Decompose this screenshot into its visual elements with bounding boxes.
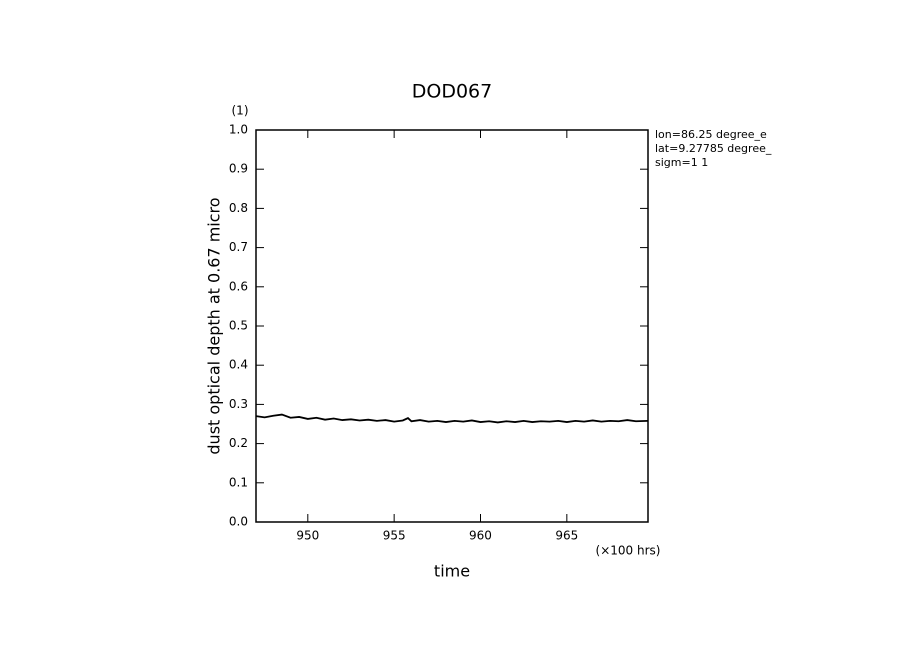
chart-title: DOD067: [412, 81, 492, 103]
x-tick-label: 960: [469, 529, 492, 543]
y-unit: (1): [232, 104, 249, 118]
y-tick-label: 0.1: [229, 475, 248, 489]
x-tick-label: 965: [555, 529, 578, 543]
y-tick-label: 1.0: [229, 123, 248, 137]
y-tick-label: 0.7: [229, 240, 248, 254]
y-tick-label: 0.4: [229, 358, 248, 372]
y-tick-label: 0.9: [229, 162, 248, 176]
y-tick-label: 0.6: [229, 279, 248, 293]
annotation: lon=86.25 degree_e: [655, 128, 767, 141]
x-axis-label: time: [434, 562, 470, 581]
x-unit: (×100 hrs): [596, 544, 661, 558]
y-tick-label: 0.0: [229, 515, 248, 529]
y-tick-label: 0.3: [229, 397, 248, 411]
x-tick-label: 950: [296, 529, 319, 543]
y-tick-label: 0.2: [229, 436, 248, 450]
y-axis-label: dust optical depth at 0.67 micro: [205, 197, 224, 454]
data-line: [255, 413, 649, 424]
annotation: lat=9.27785 degree_: [655, 142, 772, 155]
y-tick-label: 0.5: [229, 319, 248, 333]
y-tick-label: 0.8: [229, 201, 248, 215]
plot-frame: [255, 129, 649, 523]
x-tick-label: 955: [383, 529, 406, 543]
annotation: sigm=1 1: [655, 156, 708, 169]
